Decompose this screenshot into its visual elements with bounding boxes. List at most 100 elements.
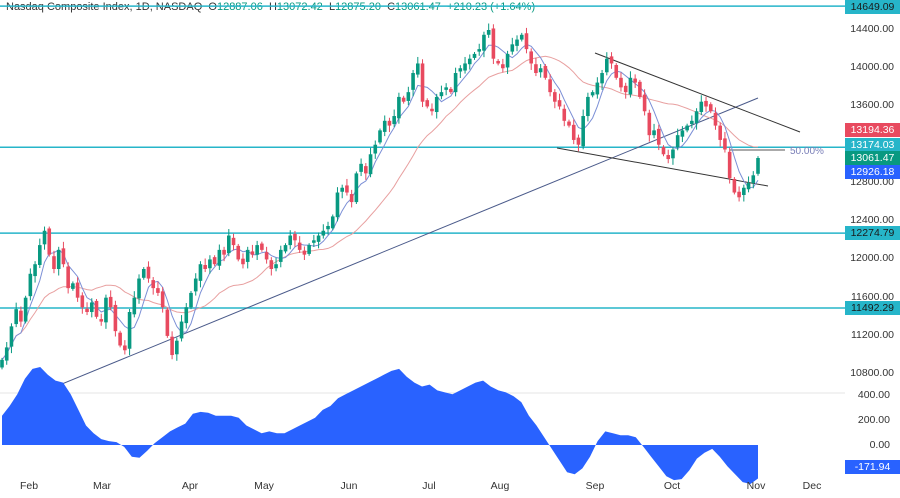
candle-up [590, 92, 595, 96]
candle-down [666, 155, 671, 160]
candle-up [354, 173, 359, 203]
candle-down [123, 345, 127, 351]
candle-down [47, 228, 52, 255]
candle-down [718, 125, 722, 140]
candle-down [737, 191, 741, 198]
oscillator-tick-label: 200.00 [857, 414, 890, 426]
candle-up [652, 130, 656, 136]
fib-level-label: 50.00% [790, 146, 824, 157]
candle-up [28, 273, 33, 297]
candle-up [189, 292, 193, 308]
candle-up [288, 235, 293, 246]
oscillator-area [2, 367, 758, 484]
candle-up [742, 187, 746, 196]
candle-down [548, 79, 552, 93]
candle-up [680, 130, 685, 137]
candle-down [146, 266, 151, 279]
candle-up [245, 249, 250, 262]
candle-up [56, 249, 61, 269]
candle-down [170, 336, 174, 356]
oscillator-tick-label: 400.00 [857, 389, 890, 401]
symbol-info-bar: Nasdaq Composite Index, 1D, NASDAQ O1288… [6, 1, 536, 13]
candle-down [619, 77, 623, 88]
candle-down [704, 100, 708, 107]
candle-up [746, 182, 751, 190]
support-price-tag: 12274.79 [845, 226, 900, 240]
candle-up [444, 87, 448, 90]
candle-up [699, 101, 704, 113]
candle-up [472, 53, 477, 58]
candle-down [647, 112, 652, 136]
month-label-sep: Sep [585, 480, 605, 492]
candle-down [260, 243, 264, 250]
candle-up [458, 68, 463, 72]
candle-up [486, 30, 491, 35]
candle-down [297, 242, 302, 250]
candle-down [524, 33, 529, 50]
oscillator-tick-label: 0.00 [869, 439, 890, 451]
candle-up [4, 347, 9, 361]
candle-up [208, 259, 212, 269]
candle-down [364, 166, 368, 174]
candle-up [600, 73, 604, 84]
month-label-jun: Jun [340, 480, 358, 492]
candle-down [609, 56, 614, 64]
month-label-feb: Feb [19, 480, 39, 492]
candle-down [501, 64, 505, 69]
price-tick-label: 11200.00 [850, 328, 894, 341]
candle-up [330, 216, 335, 229]
candle-down [302, 250, 307, 255]
candle-down [425, 100, 430, 107]
price-tick-label: 14400.00 [850, 23, 894, 35]
candle-up [255, 245, 259, 255]
month-label-jul: Jul [422, 480, 436, 492]
candle-down [99, 319, 104, 322]
candle-up [283, 245, 288, 252]
candle-up [38, 245, 42, 265]
candle-up [510, 44, 515, 52]
candle-down [113, 304, 118, 332]
candle-up [179, 321, 184, 339]
candle-up [751, 175, 756, 183]
candle-up [9, 326, 14, 347]
price-tick-label: 12400.00 [850, 214, 894, 227]
candle-down [661, 147, 666, 155]
candle-down [567, 121, 571, 126]
candle-down [723, 138, 727, 150]
candle-up [586, 96, 590, 117]
resistance-price-tag: 14649.09 [845, 0, 900, 14]
candle-up [581, 116, 585, 147]
candle-down [529, 51, 533, 64]
candle-down [66, 266, 70, 289]
month-label-apr: Apr [181, 480, 199, 492]
candle-down [75, 282, 80, 298]
candle-up [519, 34, 524, 40]
candle-down [576, 137, 581, 145]
candle-up [416, 63, 420, 75]
candle-down [491, 28, 496, 59]
candle-down [420, 63, 425, 102]
price-tick-label: 13600.00 [850, 99, 894, 112]
candle-up [274, 264, 278, 269]
month-label-nov: Nov [746, 480, 766, 492]
price-tick-label: 14000.00 [850, 61, 894, 74]
candle-up [33, 264, 37, 277]
candle-down [203, 264, 207, 269]
candle-down [85, 308, 89, 313]
candle-down [449, 88, 453, 93]
candle-down [656, 128, 661, 145]
channel-upper-line [594, 52, 801, 133]
candle-up [628, 77, 633, 95]
candle-up [605, 58, 609, 73]
candle-down [708, 104, 713, 112]
candle-up [132, 297, 137, 315]
candle-down [118, 332, 122, 346]
candle-up [227, 235, 231, 254]
candle-up [141, 269, 146, 278]
candle-up [694, 111, 699, 124]
symbol-name: Nasdaq Composite Index, 1D, NASDAQ [6, 1, 203, 13]
candle-down [401, 97, 406, 102]
candle-up [198, 264, 203, 281]
candle-up [312, 240, 316, 243]
